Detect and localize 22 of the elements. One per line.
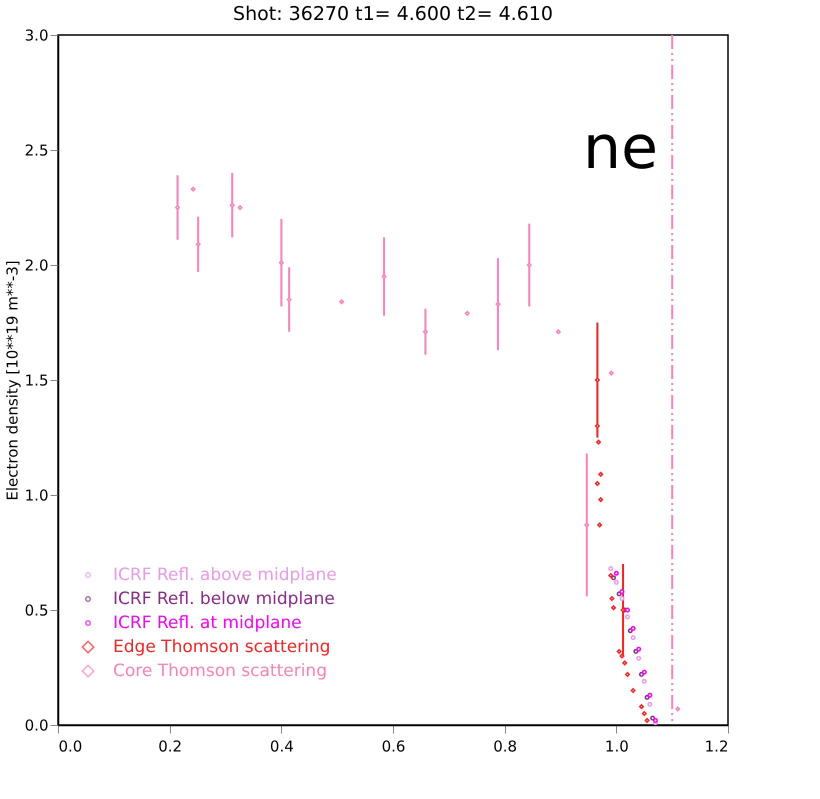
legend-label: Core Thomson scattering: [113, 661, 327, 681]
x-tick-label: 0.6: [382, 738, 406, 756]
x-tick-label: 0.2: [158, 738, 182, 756]
y-tick-label: 1.5: [24, 372, 48, 390]
y-axis-title: Electron density [10**19 m**-3]: [4, 260, 22, 501]
legend-label: ICRF Refl. at midplane: [113, 613, 302, 633]
y-tick-label: 0.0: [24, 716, 48, 734]
annotation: ne: [583, 113, 658, 183]
y-tick-label: 1.0: [24, 486, 48, 504]
y-tick-label: 2.0: [24, 256, 48, 274]
y-tick-label: 3.0: [24, 26, 48, 44]
x-tick-label: 1.0: [604, 738, 629, 756]
y-tick-label: 2.5: [24, 142, 48, 160]
x-tick-label: 0.0: [58, 738, 82, 756]
legend-label: ICRF Refl. above midplane: [113, 565, 337, 585]
legend-label: ICRF Refl. below midplane: [113, 589, 335, 609]
legend-label: Edge Thomson scattering: [113, 637, 330, 657]
x-tick-label: 1.2: [704, 738, 728, 756]
x-tick-label: 0.4: [270, 738, 294, 756]
chart-title: Shot: 36270 t1= 4.600 t2= 4.610: [233, 3, 553, 25]
y-tick-label: 0.5: [24, 602, 48, 620]
x-tick-label: 0.8: [493, 738, 518, 756]
